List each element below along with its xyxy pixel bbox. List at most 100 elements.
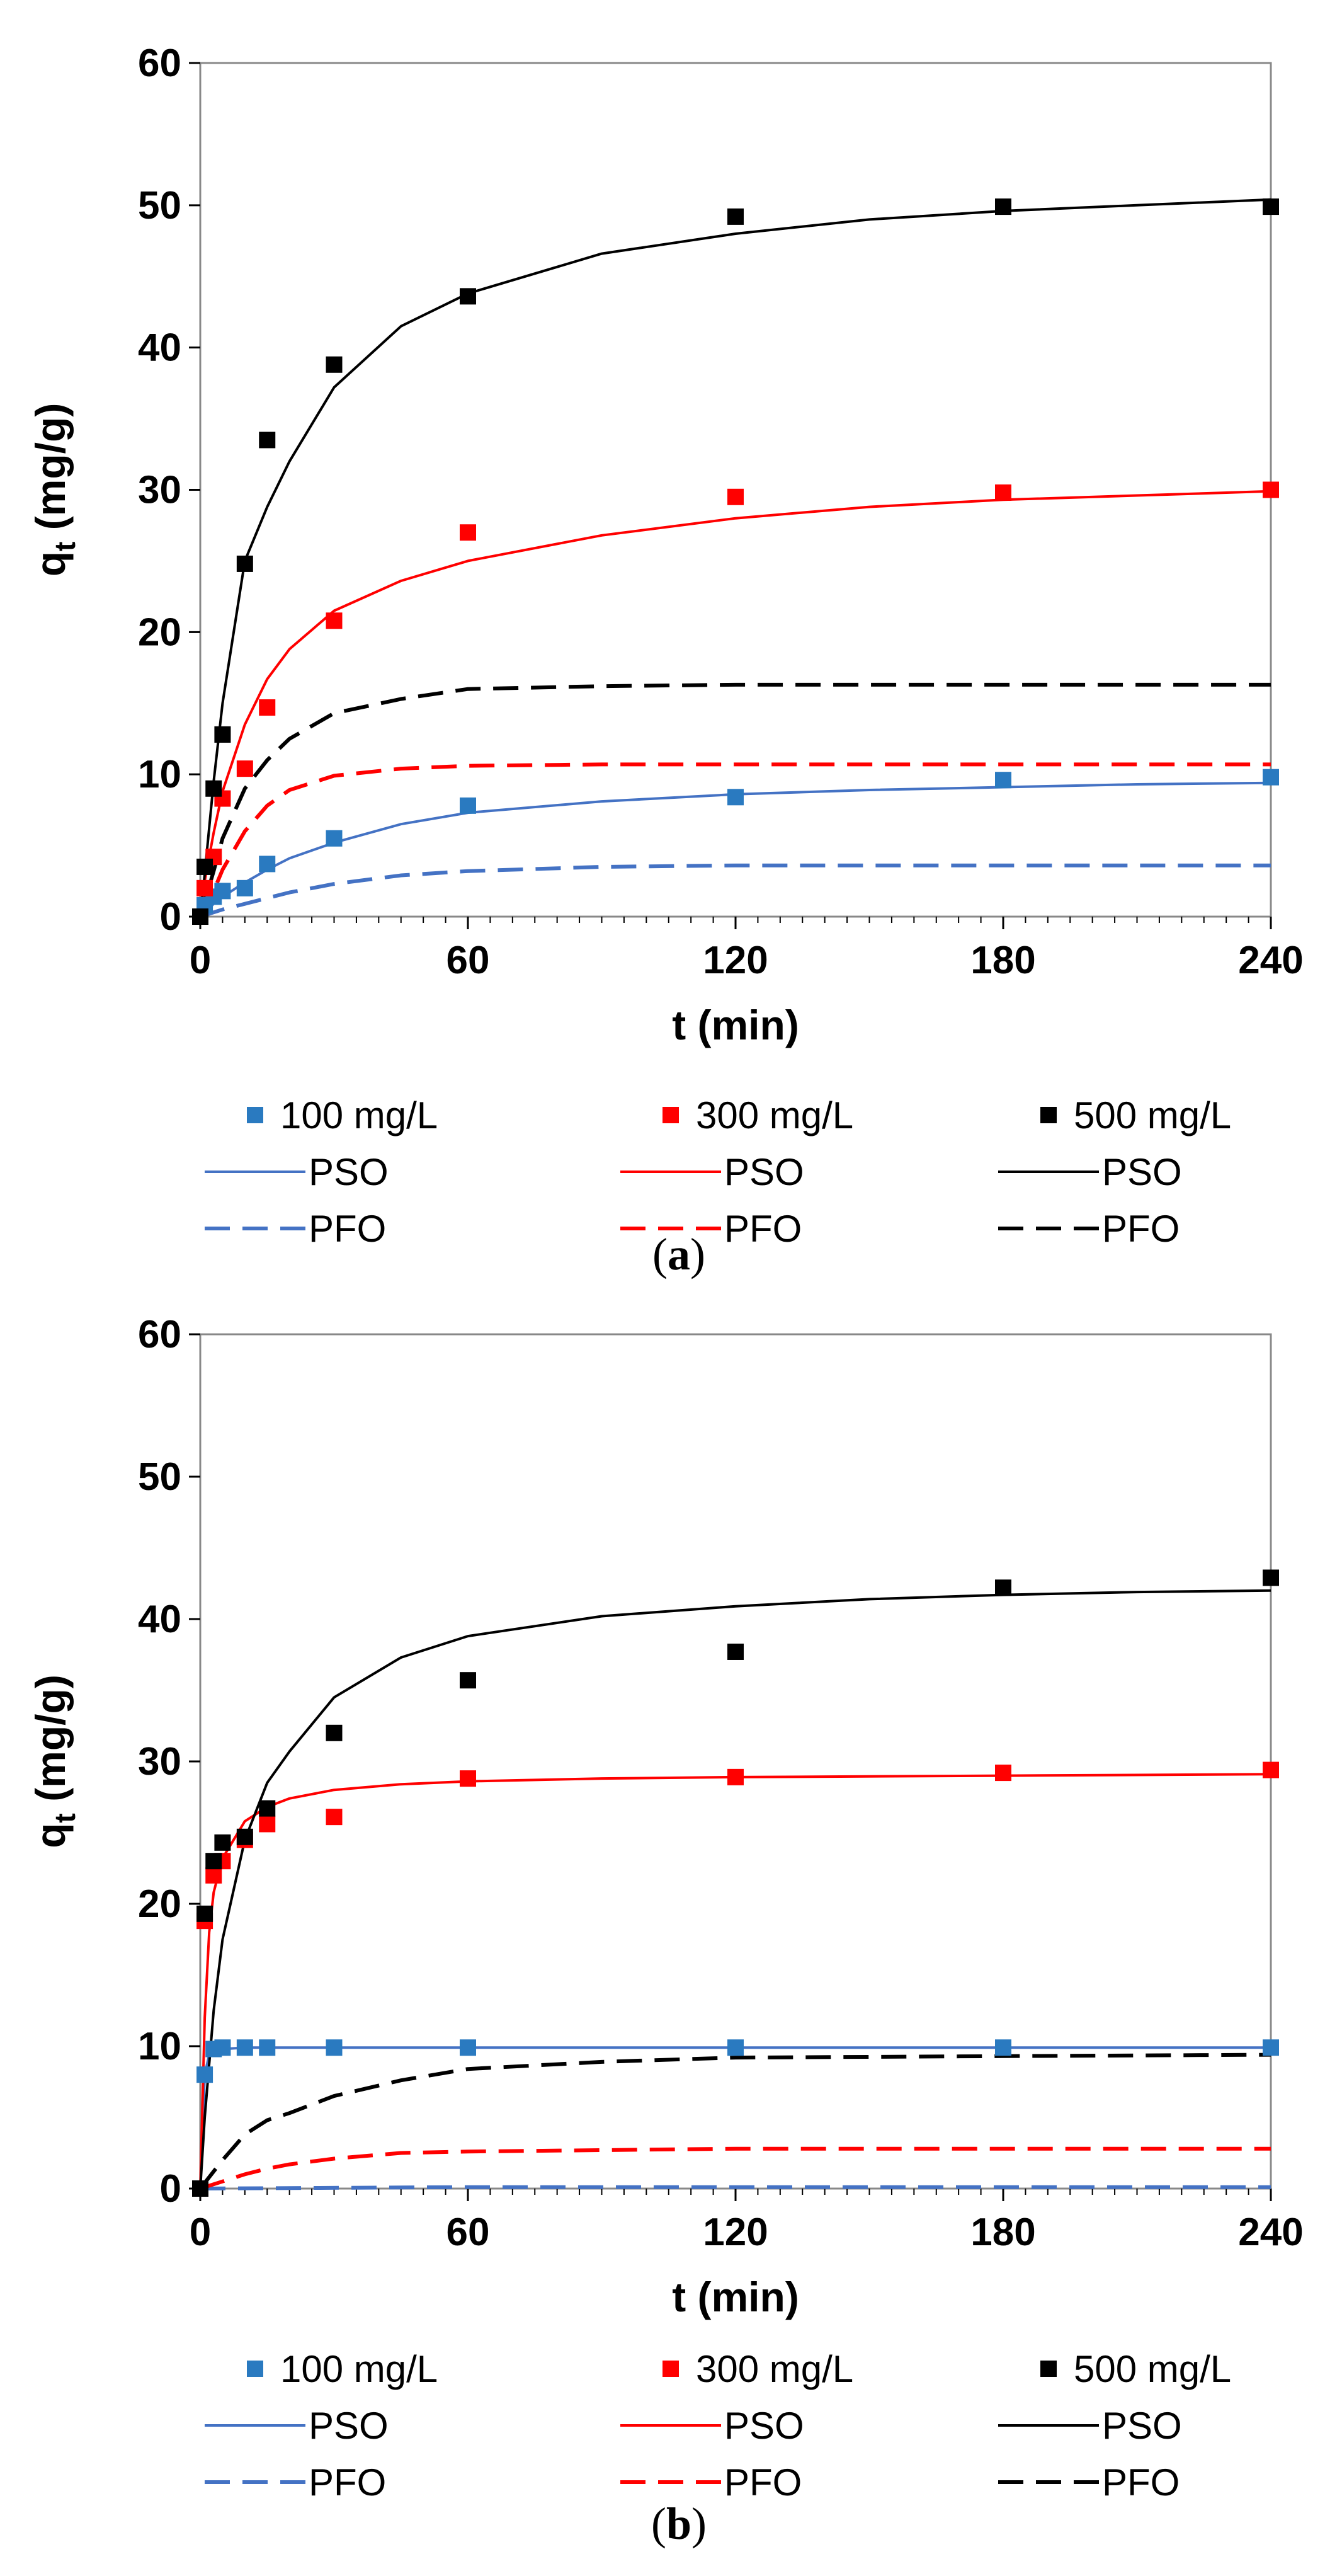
y-tick-label: 30 [138,1740,181,1783]
data-point-500-mg-l [205,780,222,797]
data-point-500-mg-l [196,1905,213,1922]
y-axis-title-symbol: q [27,1823,74,1848]
x-tick-label: 240 [1238,2211,1303,2254]
y-axis-title-symbol: q [27,551,74,576]
data-point-500-mg-l [236,555,253,572]
data-point-300-mg-l [727,1768,744,1785]
data-point-500-mg-l [460,1672,476,1689]
legend-marker [1040,2361,1057,2377]
x-tick-label: 180 [970,2211,1035,2254]
data-point-100-mg-l [727,2039,744,2056]
pfo-fit-line-8 [198,682,1271,917]
legend-label: PSO [309,1151,389,1193]
legend-label: PSO [1102,1151,1182,1193]
y-tick-label: 0 [160,895,181,939]
data-point-300-mg-l [196,879,213,896]
data-point-100-mg-l [196,2066,213,2083]
data-point-500-mg-l [727,208,744,225]
data-point-500-mg-l [995,1579,1011,1596]
legend-label: PSO [1102,2405,1182,2447]
data-point-300-mg-l [460,1770,476,1787]
legend-marker [662,2361,679,2377]
data-point-100-mg-l [727,789,744,806]
data-point-100-mg-l [214,883,231,900]
legend-label: PSO [724,2405,804,2447]
data-point-100-mg-l [236,2039,253,2056]
legend-a: 100 mg/L 300 mg/L 500 mg/L PSO PSO PSO PFO PFO P… [205,1094,1231,1250]
caption-open-paren: ( [651,2499,666,2549]
data-point-100-mg-l [236,879,253,896]
legend-label: PSO [309,2405,389,2447]
x-tick-label: 120 [703,2211,768,2254]
y-tick-label: 10 [138,753,181,796]
legend-label: PFO [309,2461,386,2504]
data-point-500-mg-l [196,858,213,875]
data-point-500-mg-l [214,726,231,743]
data-point-100-mg-l [214,2039,231,2056]
legend-b: 100 mg/L 300 mg/L 500 mg/L PSO PSO PSO PFO PFO P… [205,2348,1231,2504]
data-point-300-mg-l [236,760,253,777]
legend-label: 300 mg/L [696,2348,853,2390]
y-axis-title-unit: (mg/g) [27,403,74,542]
data-point-300-mg-l [1263,481,1279,498]
data-point-100-mg-l [995,772,1011,789]
pfo-fit-line-6 [200,2185,1271,2190]
pfo-fit-line-8 [198,2052,1271,2190]
x-tick-label: 0 [190,939,211,982]
legend-label: PFO [309,1208,386,1250]
data-point-500-mg-l [1263,198,1279,215]
y-tick-label: 40 [138,326,181,370]
panel-caption: (a) [652,1229,705,1279]
panel-caption: (b) [651,2499,707,2549]
data-point-100-mg-l [1263,2039,1279,2056]
pfo-fit-line-7 [198,762,1271,918]
data-point-300-mg-l [995,484,1011,501]
data-point-300-mg-l [460,524,476,541]
legend-marker [247,1107,263,1123]
legend-label: 100 mg/L [280,1094,438,1136]
pso-fit-line-4 [199,489,1271,917]
legend-label: PFO [1102,2461,1180,2504]
y-tick-label: 0 [160,2167,181,2211]
data-point-100-mg-l [326,2039,343,2056]
caption-close-paren: ) [690,1229,705,1279]
data-point-500-mg-l [205,1853,222,1870]
data-point-300-mg-l [1263,1761,1279,1778]
caption-open-paren: ( [652,1229,668,1279]
x-tick-label: 180 [970,939,1035,982]
legend-label: PFO [724,1208,802,1250]
y-axis-title: qt (mg/g) [27,403,81,577]
y-axis-title-unit: (mg/g) [27,1674,74,1813]
y-tick-label: 50 [138,1455,181,1499]
data-point-300-mg-l [727,488,744,505]
data-point-500-mg-l [192,2180,208,2197]
caption-letter: a [668,1229,690,1279]
data-point-500-mg-l [995,198,1011,215]
pfo-fit-line-6 [200,863,1271,919]
data-point-300-mg-l [259,1816,276,1833]
data-point-100-mg-l [259,2039,276,2056]
data-point-500-mg-l [236,1828,253,1845]
legend-marker [1040,1107,1057,1123]
legend-label: 300 mg/L [696,1094,853,1136]
x-tick-label: 240 [1238,939,1303,982]
data-point-300-mg-l [995,1765,1011,1782]
chart-panel-a: 0 10 20 30 40 50 60 0 60 120 180 240 t (min) qt (mg/g… [27,42,1304,1279]
y-tick-label: 20 [138,610,181,654]
data-point-500-mg-l [727,1643,744,1660]
legend-marker [247,2361,263,2377]
legend-label: PSO [724,1151,804,1193]
data-point-500-mg-l [214,1834,231,1851]
data-point-500-mg-l [326,356,343,373]
data-point-500-mg-l [259,1800,276,1817]
data-point-500-mg-l [192,908,208,925]
x-axis-title: t (min) [672,2274,799,2320]
y-tick-label: 30 [138,469,181,512]
data-point-500-mg-l [1263,1569,1279,1586]
y-tick-label: 60 [138,42,181,85]
data-point-300-mg-l [259,699,276,716]
y-tick-label: 50 [138,184,181,227]
chart-panel-b: 0 10 20 30 40 50 60 0 60 120 180 240 t (min) qt (mg/g… [27,1313,1304,2549]
x-tick-label: 60 [446,939,490,982]
plot-area [199,1333,1272,2190]
